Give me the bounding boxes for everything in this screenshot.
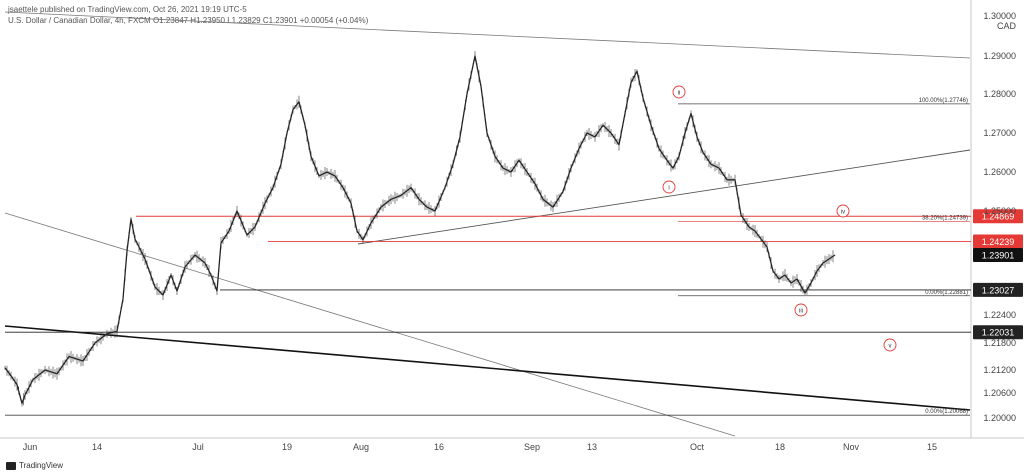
chart-frame bbox=[0, 0, 1024, 439]
wave-label-iii: iii bbox=[799, 309, 803, 315]
wave-label-v: v bbox=[889, 344, 892, 350]
x-tick-label: 18 bbox=[775, 442, 785, 452]
y-tick-label: 1.21800 bbox=[983, 338, 1016, 348]
rising-trendline bbox=[357, 149, 971, 245]
x-tick-label: 19 bbox=[282, 442, 292, 452]
wave-label-iv: iv bbox=[841, 210, 845, 216]
fib-100-label: 100.00%(1.27746) bbox=[919, 98, 968, 104]
y-tick-label: 1.22400 bbox=[983, 310, 1016, 320]
x-tick-label: 16 bbox=[434, 442, 444, 452]
wave-label-ii: ii bbox=[678, 91, 681, 97]
footer-brand: TradingView bbox=[19, 461, 64, 470]
price-label-122031: 1.22031 bbox=[982, 328, 1015, 338]
trendlines bbox=[4, 11, 971, 437]
y-tick-label: 1.29000 bbox=[983, 51, 1016, 61]
upper-channel-line bbox=[4, 11, 971, 59]
y-tick-label: 1.20600 bbox=[983, 388, 1016, 398]
tradingview-logo-icon bbox=[6, 461, 16, 470]
price-label-122031-bg bbox=[973, 325, 1023, 340]
x-tick-label: 13 bbox=[587, 442, 597, 452]
y-tick-label: 1.26000 bbox=[983, 167, 1016, 177]
y-tick-label: 1.28000 bbox=[983, 89, 1016, 99]
x-tick-label: Jul bbox=[192, 442, 204, 452]
price-label-123901: 1.23901 bbox=[982, 250, 1015, 260]
x-tick-label: 14 bbox=[92, 442, 102, 452]
wave-circle-i bbox=[662, 180, 676, 194]
publisher-line: jsaettele published on TradingView.com, … bbox=[8, 5, 247, 14]
y-tick-label: 1.20000 bbox=[983, 413, 1016, 423]
y-tick-label: 1.25000 bbox=[983, 206, 1016, 216]
wave-label-i: i bbox=[668, 186, 669, 192]
currency-label: CAD bbox=[997, 21, 1017, 31]
x-tick-label: Jun bbox=[23, 442, 38, 452]
falling-trendline bbox=[4, 212, 736, 437]
horizontal-levels bbox=[5, 215, 971, 333]
price-axis[interactable]: 1.24869 1.24239 1.23901 1.23027 1.22031 1.300… bbox=[973, 11, 1023, 423]
fib-0-label: 0.00%(1.22881) bbox=[925, 290, 968, 296]
price-series bbox=[4, 51, 836, 407]
time-axis[interactable]: Jun 14 Jul 19 Aug 16 Sep 13 Oct 18 Nov 15 bbox=[23, 442, 937, 452]
fibonacci-lines: 100.00%(1.27746) 38.20%(1.24739) 0.00%(1.2… bbox=[5, 98, 970, 416]
x-tick-label: Aug bbox=[353, 442, 369, 452]
x-tick-label: 15 bbox=[927, 442, 937, 452]
y-tick-label: 1.27000 bbox=[983, 128, 1016, 138]
wave-circle-iii bbox=[794, 303, 808, 317]
wave-circle-ii bbox=[672, 85, 686, 99]
y-tick-label: 1.30000 bbox=[983, 11, 1016, 21]
fib-38-label: 38.20%(1.24739) bbox=[922, 215, 968, 221]
price-label-123027: 1.23027 bbox=[982, 285, 1015, 295]
x-tick-label: Sep bbox=[524, 442, 540, 452]
long-term-trendline bbox=[4, 325, 971, 411]
y-tick-label: 1.21200 bbox=[983, 365, 1016, 375]
wave-circle-v bbox=[883, 338, 897, 352]
price-label-124239: 1.24239 bbox=[982, 237, 1015, 247]
price-label-124869-bg bbox=[973, 209, 1023, 224]
price-line bbox=[4, 55, 836, 405]
fib-0-low-label: 0.00%(1.20068) bbox=[925, 409, 968, 415]
footer: TradingView bbox=[6, 461, 63, 470]
x-tick-label: Oct bbox=[690, 442, 705, 452]
price-label-123027-bg bbox=[973, 282, 1023, 297]
wave-circle-iv bbox=[836, 204, 850, 218]
x-tick-label: Nov bbox=[843, 442, 860, 452]
price-label-123901-bg bbox=[973, 247, 1023, 262]
price-label-124869: 1.24869 bbox=[982, 212, 1015, 222]
price-label-124239-bg bbox=[973, 234, 1023, 249]
